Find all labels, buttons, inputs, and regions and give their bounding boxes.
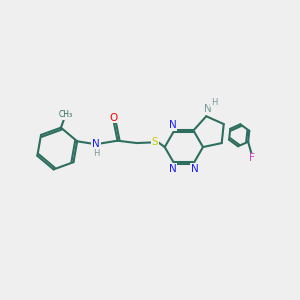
Text: N: N bbox=[204, 104, 212, 114]
Text: H: H bbox=[211, 98, 217, 106]
Text: N: N bbox=[92, 139, 100, 148]
Text: O: O bbox=[110, 113, 118, 123]
Text: N: N bbox=[169, 121, 177, 130]
Text: H: H bbox=[93, 149, 99, 158]
Text: N: N bbox=[191, 164, 199, 174]
Text: S: S bbox=[152, 137, 158, 148]
Text: N: N bbox=[169, 164, 177, 174]
Text: F: F bbox=[249, 153, 255, 163]
Text: CH₃: CH₃ bbox=[58, 110, 73, 119]
